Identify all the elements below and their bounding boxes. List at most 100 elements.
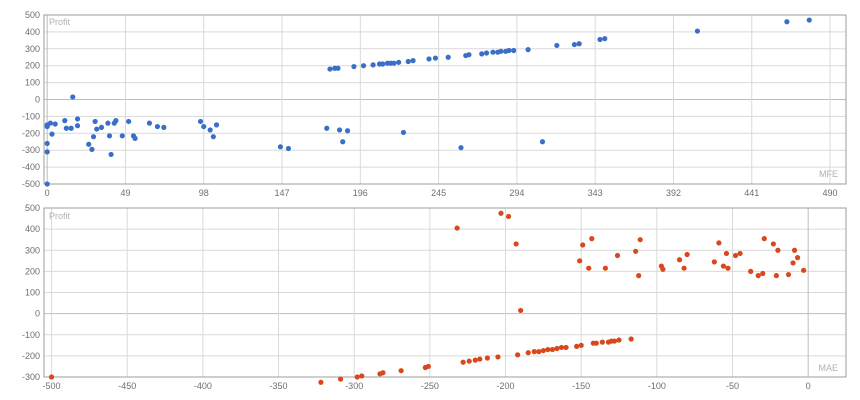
top-data-point [154,123,161,130]
top-data-point [405,58,411,65]
bottom-data-point [725,265,731,271]
bottom-chart-x-axis-label: MAE [818,363,838,373]
top-data-point [44,181,50,187]
top-data-point [784,19,790,25]
top-data-point [70,94,76,100]
bottom-data-point [574,343,580,349]
bottom-data-point [785,271,792,278]
top-data-point [49,131,55,137]
bottom-data-point [398,368,404,374]
bottom-data-point [359,373,365,379]
bottom-x-tick-label: 0 [806,381,811,391]
bottom-x-tick-label: -350 [270,381,288,391]
top-data-point [506,47,512,54]
top-data-point [146,120,153,126]
top-data-point [74,116,81,122]
top-data-point [285,145,292,152]
top-data-point [498,48,504,54]
top-chart-corner-label: Profit [49,17,71,27]
top-data-point [213,122,220,128]
bottom-data-point [681,265,687,271]
bottom-data-point [495,354,501,360]
top-data-point [806,17,812,23]
top-x-tick-label: 392 [666,188,681,198]
bottom-y-tick-label: 400 [25,224,40,234]
top-data-point [445,54,451,60]
bottom-y-tick-label: -300 [22,372,40,382]
bottom-data-point [773,273,779,279]
bottom-data-point [599,339,605,345]
top-data-point [597,36,603,43]
top-data-point [105,120,111,126]
top-data-point [370,62,376,68]
bottom-data-point [466,358,472,364]
bottom-data-point [716,240,722,246]
bottom-data-point [525,350,531,356]
top-chart-x-axis-label: MFE [819,169,838,179]
bottom-data-point [554,345,560,352]
bottom-data-point [791,247,798,253]
top-data-point [694,28,701,34]
top-data-point [86,141,92,147]
top-x-tick-label: 196 [353,188,368,198]
top-data-point [44,140,50,147]
top-chart-plot-layer: 500 400 300 200 100 0 -100 -200 -300 -400 -500 0 49 9… [22,10,847,198]
bottom-data-point [737,250,743,257]
bottom-data-point [614,252,621,259]
top-data-point [410,58,416,64]
bottom-data-point [337,376,344,382]
bottom-x-tick-label: -500 [43,381,61,391]
top-data-point [161,124,167,130]
bottom-y-tick-label: -200 [22,351,40,361]
top-x-tick-label: 0 [45,188,50,198]
top-data-point [277,144,284,150]
top-data-point [554,42,560,49]
bottom-data-point [513,241,519,247]
top-x-tick-label: 49 [120,188,130,198]
bottom-data-point [633,248,639,254]
top-x-tick-label: 490 [823,188,838,198]
top-data-point [98,124,105,130]
top-data-point [479,51,485,57]
bottom-y-tick-label: 500 [25,203,40,213]
top-y-tick-label: -500 [22,179,40,189]
bottom-x-tick-label: -200 [497,381,515,391]
top-x-tick-label: 441 [744,188,759,198]
top-y-tick-label: 500 [25,10,40,20]
top-data-point [62,118,68,124]
top-data-point [324,125,330,131]
bottom-data-point [425,363,431,370]
bottom-data-point [723,250,730,257]
top-data-point [576,41,582,47]
top-data-point [380,61,386,67]
bottom-data-point [628,336,634,342]
bottom-data-point [684,251,690,258]
top-y-tick-label: -100 [22,111,40,121]
bottom-y-tick-label: 100 [25,288,40,298]
bottom-data-point [589,236,595,242]
bottom-data-point [518,307,524,314]
bottom-data-point [354,374,360,380]
top-data-point [432,55,439,61]
top-data-point [201,123,207,130]
bottom-data-point [711,259,717,265]
bottom-x-tick-label: -150 [572,381,590,391]
top-y-tick-label: 200 [25,61,40,71]
top-data-point [113,118,119,124]
bottom-data-point [563,344,569,351]
bottom-data-point [580,242,586,248]
bottom-chart-corner-label: Profit [49,211,71,221]
top-x-tick-label: 98 [199,188,209,198]
top-data-point [490,49,496,55]
top-data-point [511,47,517,54]
top-data-point [108,151,114,158]
top-data-point [106,133,113,139]
bottom-x-tick-label: -100 [648,381,666,391]
bottom-data-point [380,370,386,376]
top-y-tick-label: -400 [22,162,40,172]
top-data-point [94,126,100,132]
top-data-point [396,59,402,65]
top-data-point [466,52,472,58]
